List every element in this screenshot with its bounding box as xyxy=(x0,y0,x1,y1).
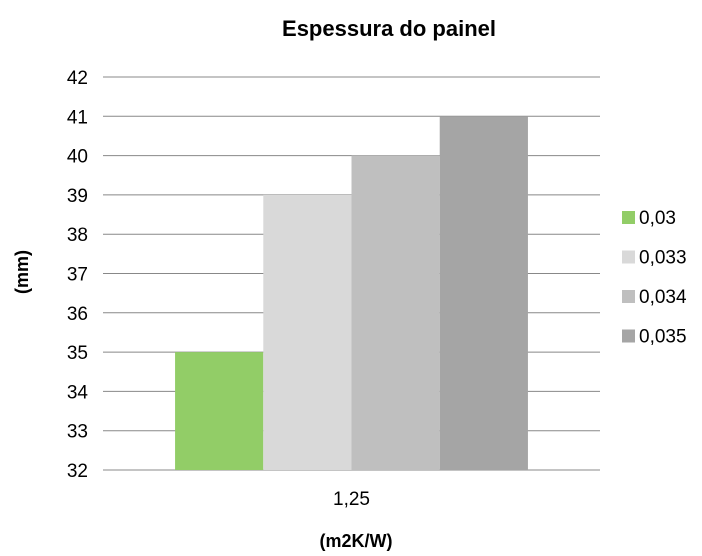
y-tick-label: 36 xyxy=(67,304,88,325)
legend-swatch xyxy=(622,211,635,224)
bars xyxy=(175,116,528,471)
legend: 0,03 0,033 0,034 0,035 xyxy=(622,208,687,348)
legend-swatch xyxy=(622,250,635,264)
y-tick-label: 32 xyxy=(67,461,88,482)
y-tick-label: 38 xyxy=(67,225,88,246)
y-tick-label: 35 xyxy=(67,343,88,364)
y-axis-ticks: 32 33 34 35 36 37 38 39 40 41 42 xyxy=(67,68,89,482)
bar-0-034 xyxy=(351,155,440,470)
y-tick-label: 42 xyxy=(67,68,88,89)
legend-label: 0,033 xyxy=(639,248,687,269)
y-tick-label: 33 xyxy=(67,422,88,443)
y-tick-label: 40 xyxy=(67,147,88,168)
y-axis-title: (mm) xyxy=(12,250,32,294)
y-tick-label: 39 xyxy=(67,186,88,207)
y-tick-label: 34 xyxy=(67,382,89,403)
y-tick-label: 37 xyxy=(67,265,88,286)
legend-swatch xyxy=(622,329,635,343)
x-axis-ticks: 1,25 xyxy=(333,489,370,510)
x-tick-label: 1,25 xyxy=(333,489,370,510)
legend-label: 0,03 xyxy=(639,208,676,229)
y-tick-label: 41 xyxy=(67,107,88,128)
bar-0-03 xyxy=(175,352,264,470)
legend-label: 0,035 xyxy=(639,327,687,348)
chart-title: Espessura do painel xyxy=(282,16,496,41)
bar-0-035 xyxy=(439,116,528,471)
x-axis-title: (m2K/W) xyxy=(320,531,393,551)
bar-0-033 xyxy=(263,194,352,470)
legend-swatch xyxy=(622,290,635,303)
legend-label: 0,034 xyxy=(639,287,687,308)
